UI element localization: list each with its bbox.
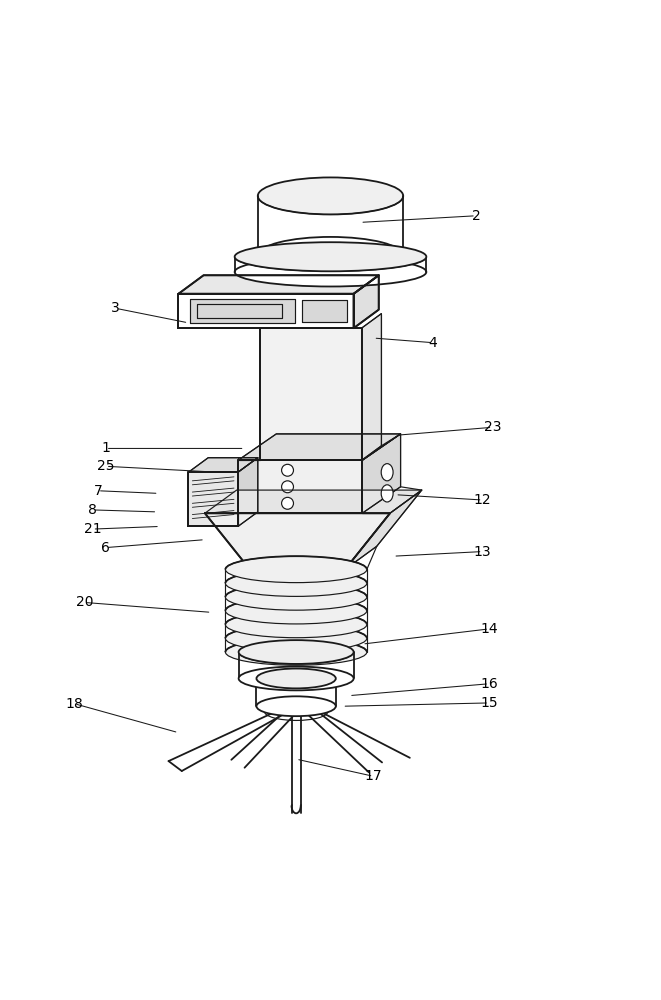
Ellipse shape — [225, 611, 367, 638]
Text: 2: 2 — [471, 209, 481, 223]
Polygon shape — [178, 294, 354, 328]
Polygon shape — [188, 458, 258, 472]
Polygon shape — [238, 460, 362, 513]
Text: 25: 25 — [97, 459, 114, 473]
Ellipse shape — [282, 481, 293, 493]
Polygon shape — [205, 513, 390, 569]
Ellipse shape — [381, 464, 393, 481]
Ellipse shape — [258, 237, 403, 274]
Text: 14: 14 — [481, 622, 498, 636]
Ellipse shape — [239, 667, 354, 690]
Text: 1: 1 — [101, 441, 110, 455]
Text: 20: 20 — [76, 595, 93, 609]
Ellipse shape — [239, 640, 354, 664]
Ellipse shape — [235, 242, 426, 271]
Polygon shape — [362, 314, 381, 460]
Text: 13: 13 — [474, 545, 491, 559]
Ellipse shape — [264, 703, 328, 720]
Text: 6: 6 — [101, 541, 110, 555]
Polygon shape — [354, 275, 379, 328]
Polygon shape — [188, 472, 238, 526]
Ellipse shape — [225, 556, 367, 583]
Text: 17: 17 — [365, 769, 382, 783]
Ellipse shape — [225, 625, 367, 651]
Text: 18: 18 — [65, 697, 83, 711]
Ellipse shape — [225, 570, 367, 596]
Ellipse shape — [258, 177, 403, 214]
Polygon shape — [260, 328, 362, 460]
Ellipse shape — [282, 497, 293, 509]
Text: 7: 7 — [93, 484, 102, 498]
Ellipse shape — [381, 485, 393, 502]
Text: 23: 23 — [484, 420, 501, 434]
Text: 3: 3 — [111, 301, 120, 315]
Polygon shape — [362, 434, 401, 513]
Text: 21: 21 — [84, 522, 101, 536]
Text: 15: 15 — [481, 696, 498, 710]
Polygon shape — [178, 275, 379, 294]
Text: 4: 4 — [428, 336, 438, 350]
Ellipse shape — [282, 464, 293, 476]
Text: 12: 12 — [474, 493, 491, 507]
Polygon shape — [205, 490, 422, 513]
Polygon shape — [190, 299, 295, 323]
Ellipse shape — [225, 639, 367, 665]
Ellipse shape — [235, 257, 426, 286]
Polygon shape — [238, 434, 401, 460]
Text: 16: 16 — [481, 677, 498, 691]
Text: 8: 8 — [88, 503, 97, 517]
Polygon shape — [302, 300, 347, 322]
Ellipse shape — [256, 669, 336, 688]
Polygon shape — [238, 458, 258, 526]
Ellipse shape — [225, 597, 367, 624]
Polygon shape — [345, 490, 422, 569]
Ellipse shape — [225, 584, 367, 610]
Ellipse shape — [256, 696, 336, 716]
